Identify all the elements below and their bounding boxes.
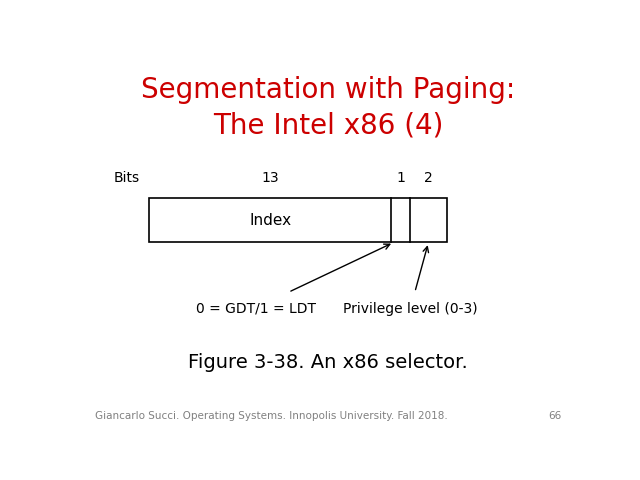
Text: Figure 3-38. An x86 selector.: Figure 3-38. An x86 selector. [188, 353, 468, 372]
Bar [150, 198, 447, 242]
Text: Bits: Bits [113, 171, 140, 185]
Text: Giancarlo Succi. Operating Systems. Innopolis University. Fall 2018.: Giancarlo Succi. Operating Systems. Inno… [95, 410, 447, 420]
Text: 66: 66 [548, 410, 561, 420]
Text: 13: 13 [262, 171, 279, 185]
Text: Index: Index [249, 213, 291, 228]
Text: 0 = GDT/1 = LDT: 0 = GDT/1 = LDT [196, 301, 316, 315]
Text: 1: 1 [396, 171, 405, 185]
Text: Privilege level (0-3): Privilege level (0-3) [342, 301, 477, 315]
Text: Segmentation with Paging:
The Intel x86 (4): Segmentation with Paging: The Intel x86 … [141, 76, 515, 140]
Text: 2: 2 [424, 171, 433, 185]
